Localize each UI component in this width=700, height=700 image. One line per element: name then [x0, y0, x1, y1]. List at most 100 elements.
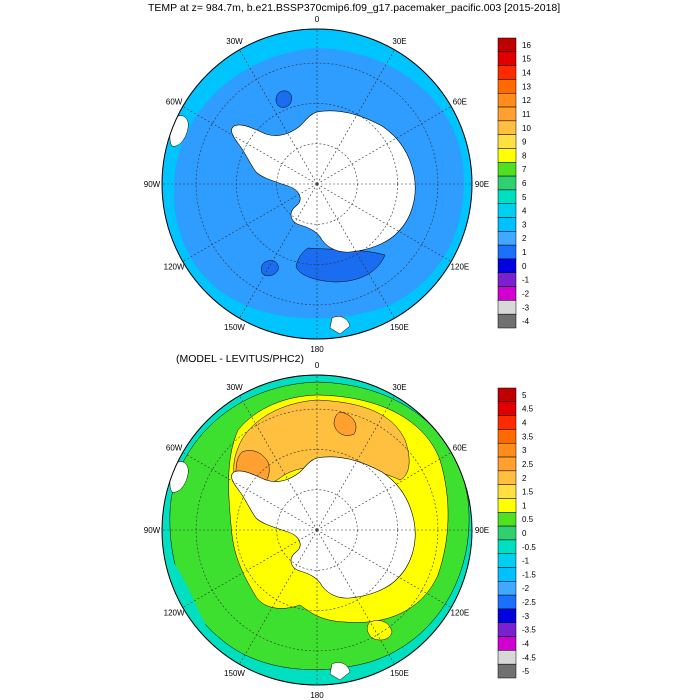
- longitude-label: 30W: [226, 383, 243, 392]
- colorbar-swatch: [497, 231, 517, 246]
- longitude-label: 90W: [144, 180, 161, 189]
- colorbar-label: 11: [522, 110, 531, 119]
- colorbar-swatch: [497, 65, 517, 80]
- longitude-label: 150W: [224, 669, 245, 678]
- meridian-line: [316, 395, 395, 531]
- longitude-label: 180: [310, 691, 324, 700]
- meridian-line: [182, 452, 318, 531]
- colorbar-swatch: [497, 567, 517, 582]
- colorbar-label: 10: [522, 124, 531, 133]
- colorbar-swatch: [497, 650, 517, 665]
- colorbar-label: 9: [522, 138, 527, 147]
- longitude-label: 60W: [166, 98, 183, 107]
- top-australia: [419, 288, 472, 339]
- colorbar-swatch: [497, 244, 517, 260]
- colorbar-label: 2.5: [522, 460, 534, 469]
- colorbar-swatch: [497, 442, 517, 458]
- colorbar-label: 4: [522, 419, 527, 428]
- longitude-label: 150E: [390, 323, 409, 332]
- meridian-line: [316, 529, 395, 665]
- colorbar-label: -0.5: [522, 543, 536, 552]
- colorbar-swatch: [497, 134, 517, 149]
- longitude-label: 120E: [451, 609, 470, 618]
- colorbar-label: 4: [522, 207, 527, 216]
- colorbar-swatch: [497, 272, 517, 287]
- colorbar-label: -1: [522, 276, 530, 285]
- colorbar-label: 13: [522, 82, 531, 91]
- colorbar-swatch: [497, 663, 517, 679]
- colorbar-swatch: [497, 148, 517, 163]
- colorbar-swatch: [497, 120, 517, 135]
- colorbar-label: -4.5: [522, 653, 536, 662]
- colorbar-swatch: [497, 594, 517, 610]
- colorbar-label: 1: [522, 248, 527, 257]
- colorbar-label: -1.5: [522, 570, 536, 579]
- meridian-line: [182, 106, 318, 185]
- longitude-label: 0: [315, 15, 320, 24]
- colorbar-swatch: [497, 51, 517, 66]
- colorbar-label: 0.5: [522, 515, 534, 524]
- meridian-line: [182, 183, 318, 262]
- meridian-line: [316, 183, 395, 319]
- colorbar-swatch: [497, 553, 517, 568]
- colorbar-label: -5: [522, 667, 530, 676]
- meridian-line: [316, 49, 395, 185]
- top-map-border: [161, 28, 473, 340]
- colorbar-label: 12: [522, 96, 531, 105]
- bottom-yellow-patch-south: [367, 620, 393, 641]
- colorbar-label: 0: [522, 529, 527, 538]
- longitude-label: 90E: [475, 180, 489, 189]
- longitude-label: 120W: [164, 263, 185, 272]
- colorbar-label: 2: [522, 234, 527, 243]
- longitude-label: 60W: [166, 444, 183, 453]
- colorbar-label: -2.5: [522, 598, 536, 607]
- meridian-line: [316, 106, 452, 185]
- bottom-polar-map: [161, 374, 473, 686]
- bottom-australia: [419, 634, 472, 685]
- bottom-panel-title: (MODEL - LEVITUS/PHC2): [176, 353, 304, 365]
- longitude-label: 90W: [144, 526, 161, 535]
- colorbar-swatch: [497, 92, 517, 108]
- colorbar-swatch: [497, 456, 517, 472]
- colorbar-swatch: [497, 203, 517, 218]
- colorbar-label: 3: [522, 220, 527, 229]
- colorbar-swatch: [497, 286, 517, 301]
- top-panel-title: TEMP at z= 984.7m, b.e21.BSSP370cmip6.f0…: [148, 2, 561, 14]
- colorbar-swatch: [497, 429, 517, 444]
- colorbar-swatch: [497, 525, 517, 541]
- colorbar-label: -2: [522, 584, 530, 593]
- colorbar-swatch: [497, 401, 517, 416]
- meridian-line: [239, 529, 318, 665]
- bottom-dark-orange-patch-2: [333, 411, 357, 436]
- longitude-label: 30E: [392, 37, 406, 46]
- bottom-graticule: [162, 375, 472, 685]
- longitude-label: 30W: [226, 37, 243, 46]
- meridian-line: [239, 395, 318, 531]
- colorbar-swatch: [497, 581, 517, 596]
- colorbar-label: 7: [522, 165, 527, 174]
- longitude-label: 150E: [390, 669, 409, 678]
- top-antarctica-land: [231, 110, 416, 253]
- colorbar-swatch: [497, 258, 517, 274]
- colorbar-swatch: [497, 622, 517, 637]
- colorbar-label: 1: [522, 501, 527, 510]
- colorbar-label: 2: [522, 474, 527, 483]
- colorbar-label: 3.5: [522, 432, 534, 441]
- meridian-line: [182, 529, 318, 608]
- top-longitude-labels: 0 30E 60E 90E 120E 150E 180 150W 120W 90W 60W 30W: [144, 15, 489, 354]
- colorbar-swatch: [497, 313, 517, 329]
- bottom-new-zealand: [329, 662, 351, 681]
- meridian-line: [239, 49, 318, 185]
- longitude-label: 150W: [224, 323, 245, 332]
- bottom-colorbar: 5 4.5 4 3.5 3 2.5 2 1.5 1 0.5 0 -0.5 -1 -1.5 -2 -2.5 -3 -…: [497, 387, 536, 679]
- colorbar-swatch: [497, 498, 517, 513]
- colorbar-label: 4.5: [522, 405, 534, 414]
- colorbar-label: 3: [522, 446, 527, 455]
- colorbar-swatch: [497, 608, 517, 624]
- colorbar-label: 1.5: [522, 488, 534, 497]
- colorbar-swatch: [497, 175, 517, 191]
- longitude-label: 60E: [453, 98, 467, 107]
- longitude-label: 60E: [453, 444, 467, 453]
